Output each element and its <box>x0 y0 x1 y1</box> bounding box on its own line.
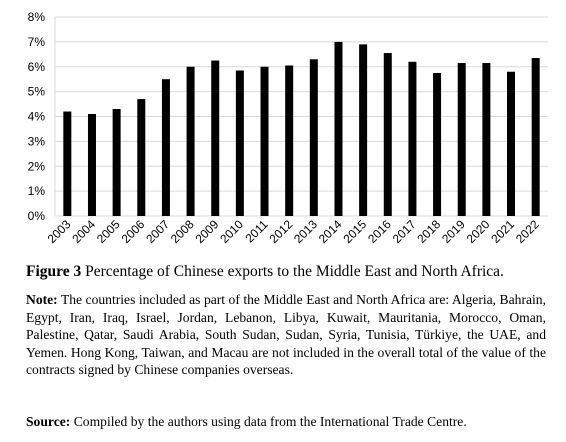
x-tick-label: 2013 <box>291 217 320 246</box>
bar <box>87 114 96 216</box>
x-tick-label: 2016 <box>365 217 394 246</box>
x-tick-label: 2022 <box>513 217 542 246</box>
chart: 0%1%2%3%4%5%6%7%8%2003200420052006200720… <box>28 10 548 246</box>
y-tick-label: 7% <box>28 35 46 49</box>
note-text: The countries included as part of the Mi… <box>26 292 546 378</box>
y-tick-label: 3% <box>28 134 46 148</box>
bar <box>63 111 72 216</box>
figure-source: Source: Compiled by the authors using da… <box>26 414 546 430</box>
bar <box>433 72 442 216</box>
x-tick-label: 2004 <box>69 217 98 246</box>
bar <box>359 44 368 216</box>
x-tick-label: 2011 <box>242 217 270 245</box>
x-tick-label: 2009 <box>193 217 222 246</box>
x-tick-label: 2010 <box>217 217 246 246</box>
y-tick-label: 5% <box>28 85 46 99</box>
x-tick-label: 2008 <box>168 217 197 246</box>
figure-caption: Figure 3 Percentage of Chinese exports t… <box>26 263 546 281</box>
x-tick-label: 2021 <box>488 217 517 246</box>
bar <box>309 59 318 216</box>
bar <box>112 109 121 216</box>
note-label: Note: <box>26 292 58 307</box>
bar <box>211 60 220 216</box>
x-tick-label: 2012 <box>267 217 296 246</box>
x-tick-label: 2003 <box>45 217 74 246</box>
x-tick-label: 2007 <box>143 217 172 246</box>
source-label: Source: <box>26 414 71 429</box>
bar <box>186 66 195 216</box>
y-tick-label: 0% <box>28 209 46 223</box>
x-tick-label: 2005 <box>94 217 123 246</box>
y-tick-label: 8% <box>28 10 46 24</box>
caption-label: Figure 3 <box>26 263 82 280</box>
source-text: Compiled by the authors using data from … <box>73 414 467 429</box>
bar <box>408 61 417 217</box>
x-tick-label: 2019 <box>439 217 468 246</box>
bar <box>161 79 170 216</box>
x-tick-label: 2017 <box>390 217 419 246</box>
x-tick-label: 2014 <box>316 217 345 246</box>
bar <box>334 41 343 216</box>
x-tick-label: 2015 <box>340 217 369 246</box>
bar <box>482 63 491 216</box>
bar <box>457 63 466 216</box>
bar <box>507 71 516 216</box>
caption-text: Percentage of Chinese exports to the Mid… <box>85 263 504 280</box>
y-tick-label: 6% <box>28 60 46 74</box>
x-tick-label: 2006 <box>119 217 148 246</box>
bar <box>235 70 244 216</box>
bar <box>260 66 269 216</box>
bar <box>531 58 540 217</box>
bar <box>285 65 294 216</box>
y-tick-label: 1% <box>28 184 46 198</box>
bar <box>383 53 392 216</box>
figure-note: Note: The countries included as part of … <box>26 291 546 379</box>
y-tick-label: 4% <box>28 110 46 124</box>
bar <box>137 99 146 216</box>
y-tick-label: 2% <box>28 159 46 173</box>
x-tick-label: 2018 <box>414 217 443 246</box>
x-tick-label: 2020 <box>464 217 493 246</box>
